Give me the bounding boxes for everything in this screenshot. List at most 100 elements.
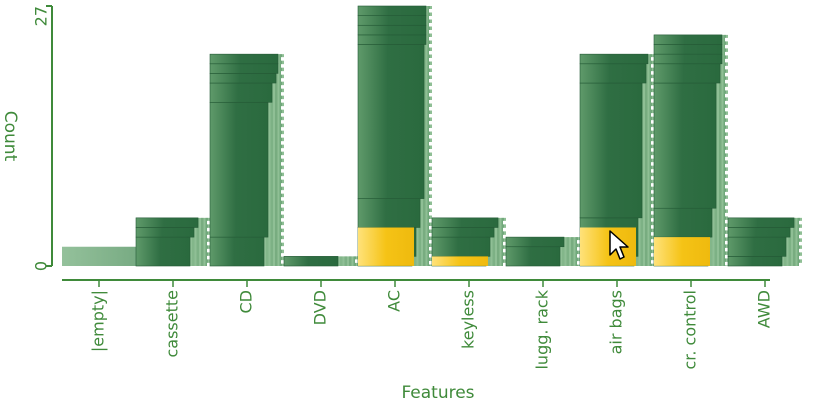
bar-strip-notch [281, 232, 284, 236]
bar-strip-notch [725, 184, 728, 189]
bar-strip-notch [577, 240, 580, 244]
bar-strip-notch [577, 261, 580, 265]
y-tick-label-max: 27 [32, 6, 51, 26]
bar-strip-notch [577, 254, 580, 258]
bar-strip-notch [429, 93, 432, 97]
bar-9[interactable] [727, 217, 802, 267]
bar-segment [357, 5, 427, 16]
bar-strip-notch [429, 254, 432, 258]
bar-1[interactable] [135, 217, 210, 267]
bar-strip-notch [503, 255, 506, 260]
bar-segment [283, 256, 339, 267]
bar-strip-notch [725, 205, 728, 210]
bar-strip-notch [429, 191, 432, 195]
bar-strip-line [788, 217, 791, 266]
bar-segment [579, 53, 649, 65]
bar-strip-line [270, 54, 273, 266]
bar-segment [505, 236, 565, 248]
bar-6[interactable] [505, 236, 580, 267]
bar-strip-notch [725, 142, 728, 147]
bar-strip-notch [725, 128, 728, 133]
bar-strip-notch [651, 99, 654, 103]
bar-segment [653, 63, 721, 84]
bar-strip-notch [725, 198, 728, 203]
bar-2[interactable] [209, 53, 284, 267]
bar-strip-notch [429, 177, 432, 181]
bar-strip-notch [725, 65, 728, 70]
bar-7[interactable] [579, 53, 654, 267]
bar-strip-line [562, 237, 565, 266]
bar-strip-notch [429, 114, 432, 118]
bar-strip-notch [725, 219, 728, 224]
bar-strip-notch [651, 64, 654, 68]
bar-strip-notch [429, 135, 432, 139]
bar-strip-notch [281, 120, 284, 124]
bar-strip-notch [207, 220, 210, 225]
bar-strip-line [427, 6, 430, 266]
bar-strip-notch [725, 170, 728, 175]
bar-strip-notch [725, 121, 728, 126]
bar-strip-notch [651, 253, 654, 257]
bar-strip-notch [725, 107, 728, 112]
bar-segment [579, 63, 647, 84]
y-axis-title: Count [0, 111, 20, 162]
bar-strip-notch [799, 234, 802, 239]
bar-segment [727, 217, 795, 228]
bar-4[interactable] [357, 5, 432, 267]
bar-strip-notch [725, 58, 728, 63]
bar-strip-notch [281, 127, 284, 131]
x-tick-label-1: cassette [163, 290, 182, 358]
bar-strip-line [571, 237, 574, 266]
bar-strip-notch [725, 177, 728, 182]
bar-strip-notch [429, 107, 432, 111]
bar-strip-notch [651, 155, 654, 159]
bar-strip-notch [651, 120, 654, 124]
bar-strip-notch [429, 261, 432, 265]
bar-strip-notch [281, 141, 284, 145]
bar-0[interactable] [62, 246, 136, 266]
bar-segment [505, 246, 561, 267]
bar-strip-notch [429, 128, 432, 132]
bar-strip-line [279, 54, 282, 266]
bar-segment [653, 82, 717, 209]
bar-strip-notch [725, 254, 728, 259]
bar-strip-notch [281, 155, 284, 159]
bar-strip-notch [429, 247, 432, 251]
bar-3[interactable] [283, 256, 358, 267]
bar-strip-notch [281, 197, 284, 201]
bar-strip-notch [651, 162, 654, 166]
bar-segment [579, 82, 643, 219]
bar-segment [209, 63, 279, 74]
bar-strip-notch [281, 92, 284, 96]
bar-strip-line [719, 34, 722, 267]
bar-strip-line [349, 256, 352, 266]
bar-strip-notch [725, 156, 728, 161]
bar-strip-notch [429, 58, 432, 62]
bar-strip-notch [651, 246, 654, 250]
bar-segment [431, 217, 499, 228]
bar-strip-notch [725, 72, 728, 77]
bar-strip-line [201, 217, 204, 266]
bar-strip-notch [651, 260, 654, 264]
bar-strip-notch [725, 233, 728, 238]
bar-strip-notch [503, 227, 506, 232]
bar-strip-line [566, 237, 569, 266]
bar-strip-line [575, 237, 578, 266]
bar-strip-notch [651, 225, 654, 229]
bar-strip-notch [725, 261, 728, 266]
bar-8[interactable] [653, 34, 728, 267]
bar-strip-notch [725, 93, 728, 98]
bar-strip-notch [725, 163, 728, 168]
bar-strip-notch [651, 71, 654, 75]
bar-highlight [358, 227, 414, 266]
bar-strip-notch [503, 262, 506, 267]
bar-segment [209, 101, 269, 238]
bar-strip-line [192, 217, 195, 266]
bar-strip-notch [281, 71, 284, 75]
x-tick-label-2: CD [237, 290, 256, 314]
bar-strip-notch [503, 241, 506, 246]
mouse-pointer-icon [609, 230, 629, 260]
bars [62, 5, 802, 267]
bar-5[interactable] [431, 217, 506, 267]
bar-segment [357, 15, 427, 26]
